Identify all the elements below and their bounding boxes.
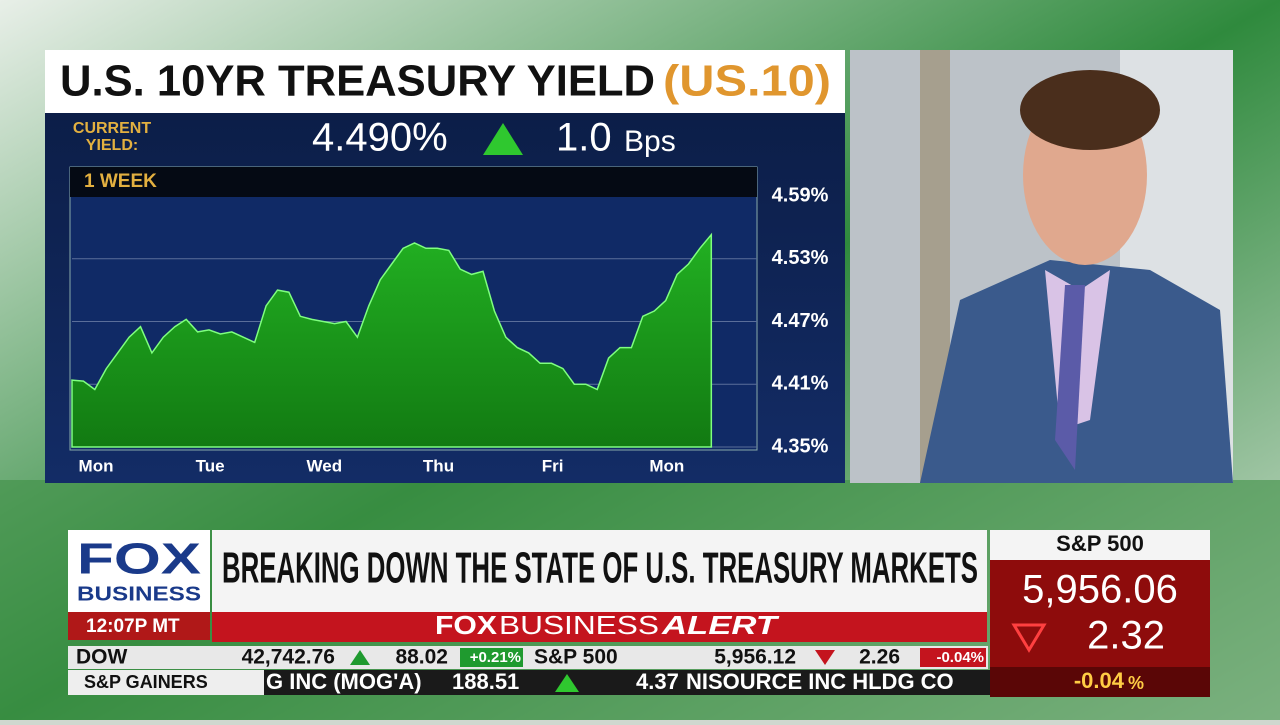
alert-word: ALERT (661, 610, 780, 640)
ticker-item: +0.21% (470, 649, 521, 666)
current-value: 4.490% (312, 116, 448, 160)
period-label: 1 WEEK (84, 171, 157, 192)
y-tick-label: 4.35% (772, 435, 829, 457)
panel-title-bar (45, 50, 845, 113)
ticker-item: NISOURCE INC HLDG CO (686, 669, 954, 694)
index-body (990, 560, 1210, 667)
area (71, 232, 713, 448)
index-percent-sign: % (1128, 673, 1144, 693)
down-arrow (1011, 623, 1047, 653)
x-tick-label: Fri (542, 456, 564, 475)
person-tie (1055, 285, 1085, 470)
change-value: 1.0 (556, 116, 612, 160)
ticker-item: 42,742.76 (242, 646, 335, 669)
x-tick-label: Tue (196, 456, 225, 475)
headline-box (212, 530, 987, 612)
ticker-item: G INC (MOG'A) (266, 669, 422, 694)
ticker-item: 88.02 (395, 646, 448, 669)
ticker-item: -0.04% (936, 649, 984, 666)
current-label: CURRENT YIELD: (72, 120, 152, 154)
index-change: 2.32 (1087, 614, 1165, 658)
ticker-item: S&P GAINERS (84, 672, 208, 692)
ticker-item: DOW (76, 646, 128, 669)
ticker-row1 (68, 646, 988, 669)
ticker-item: 188.51 (452, 669, 519, 694)
index-percent: -0.04 (1074, 668, 1125, 693)
up-arrow (350, 650, 370, 665)
y-tick-label: 4.59% (772, 184, 829, 206)
x-tick-label: Mon (649, 456, 684, 475)
y-tick-label: 4.47% (772, 310, 829, 332)
alert-fox: FOX (435, 610, 498, 640)
index-value: 5,956.06 (1022, 568, 1178, 612)
y-tick-label: 4.53% (772, 247, 829, 269)
ticker-item: 4.37 (636, 669, 679, 694)
ticker-item: 5,956.12 (714, 646, 796, 669)
period-bar (70, 167, 757, 197)
down-arrow (815, 650, 835, 665)
current-label-box: CURRENT YIELD: (72, 120, 152, 154)
pct-box (920, 648, 986, 667)
headline: BREAKING DOWN THE STATE OF U.S. TREASURY… (222, 544, 978, 593)
gainers-box (68, 670, 264, 695)
ticker-item: S&P 500 (534, 646, 618, 669)
time-box (68, 612, 210, 640)
change-unit: Bps (624, 125, 676, 158)
logo-box (68, 530, 210, 612)
alert-business: BUSINESS (499, 610, 659, 640)
alert-bar (212, 612, 987, 642)
x-tick-label: Wed (307, 456, 343, 475)
index-name: S&P 500 (1056, 531, 1144, 556)
panel-symbol: (US.10) (663, 57, 831, 106)
index-footer (990, 667, 1210, 697)
up-arrow (555, 674, 579, 692)
person-hair (1020, 70, 1160, 150)
up-arrow (483, 123, 523, 155)
logo-bottom: BUSINESS (77, 583, 201, 605)
x-tick-label: Thu (423, 456, 454, 475)
index-header (990, 530, 1210, 560)
time: 12:07P MT (86, 616, 180, 637)
panel-title: U.S. 10YR TREASURY YIELD (60, 57, 655, 106)
pct-box (460, 648, 523, 667)
ticker-clip (988, 670, 990, 695)
y-tick-label: 4.41% (772, 373, 829, 395)
x-tick-label: Mon (79, 456, 114, 475)
ticker-item: 2.26 (859, 646, 900, 669)
logo-top: FOX (77, 535, 201, 584)
